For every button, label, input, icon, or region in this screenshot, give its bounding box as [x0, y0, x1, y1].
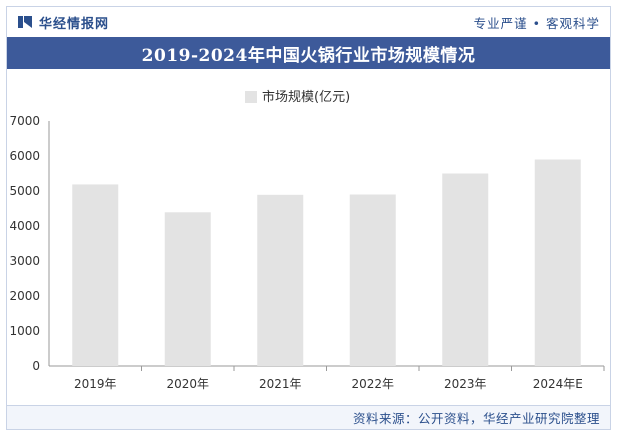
- bar: [534, 159, 581, 366]
- legend-label: 市场规模(亿元): [262, 89, 350, 105]
- x-tick-label: 2024年E: [533, 377, 583, 391]
- brand-name: 华经情报网: [39, 16, 110, 32]
- x-tick-label: 2023年: [444, 377, 487, 391]
- y-tick-label: 1000: [9, 324, 40, 338]
- title-bar: 2019-2024年中国火锅行业市场规模情况: [7, 37, 610, 69]
- y-tick-label: 7000: [9, 114, 40, 128]
- bar: [164, 212, 211, 366]
- y-tick-label: 2000: [9, 289, 40, 303]
- bar-chart: 市场规模(亿元) 0 1000 2000 3000 4000 5000 6000 7000 201…: [9, 89, 605, 391]
- legend-swatch: [245, 91, 257, 103]
- y-tick-label: 3000: [9, 254, 40, 268]
- footer: 资料来源：公开资料，华经产业研究院整理: [7, 405, 610, 429]
- bar: [257, 194, 304, 366]
- y-tick-label: 4000: [9, 219, 40, 233]
- chart-title: 2019-2024年中国火锅行业市场规模情况: [141, 45, 476, 66]
- x-tick-label: 2021年: [259, 377, 302, 391]
- y-tick-label: 5000: [9, 184, 40, 198]
- bar: [442, 173, 489, 366]
- brand: 华经情报网: [17, 13, 109, 32]
- chart-card: 华经情报网 专业严谨 • 客观科学 2019-2024年中国火锅行业市场规模情况…: [6, 6, 611, 430]
- x-tick-label: 2020年: [166, 377, 209, 391]
- source-note: 资料来源：公开资料，华经产业研究院整理: [352, 411, 600, 426]
- top-bar: 华经情报网 专业严谨 • 客观科学: [7, 7, 610, 37]
- slogan: 专业严谨 • 客观科学: [473, 15, 600, 31]
- x-tick-label: 2022年: [351, 377, 394, 391]
- brand-logo-icon: [18, 16, 32, 28]
- bar: [72, 184, 119, 366]
- x-tick-label: 2019年: [74, 377, 117, 391]
- y-tick-label: 0: [32, 359, 40, 373]
- y-tick-label: 6000: [9, 149, 40, 163]
- bar: [349, 194, 396, 366]
